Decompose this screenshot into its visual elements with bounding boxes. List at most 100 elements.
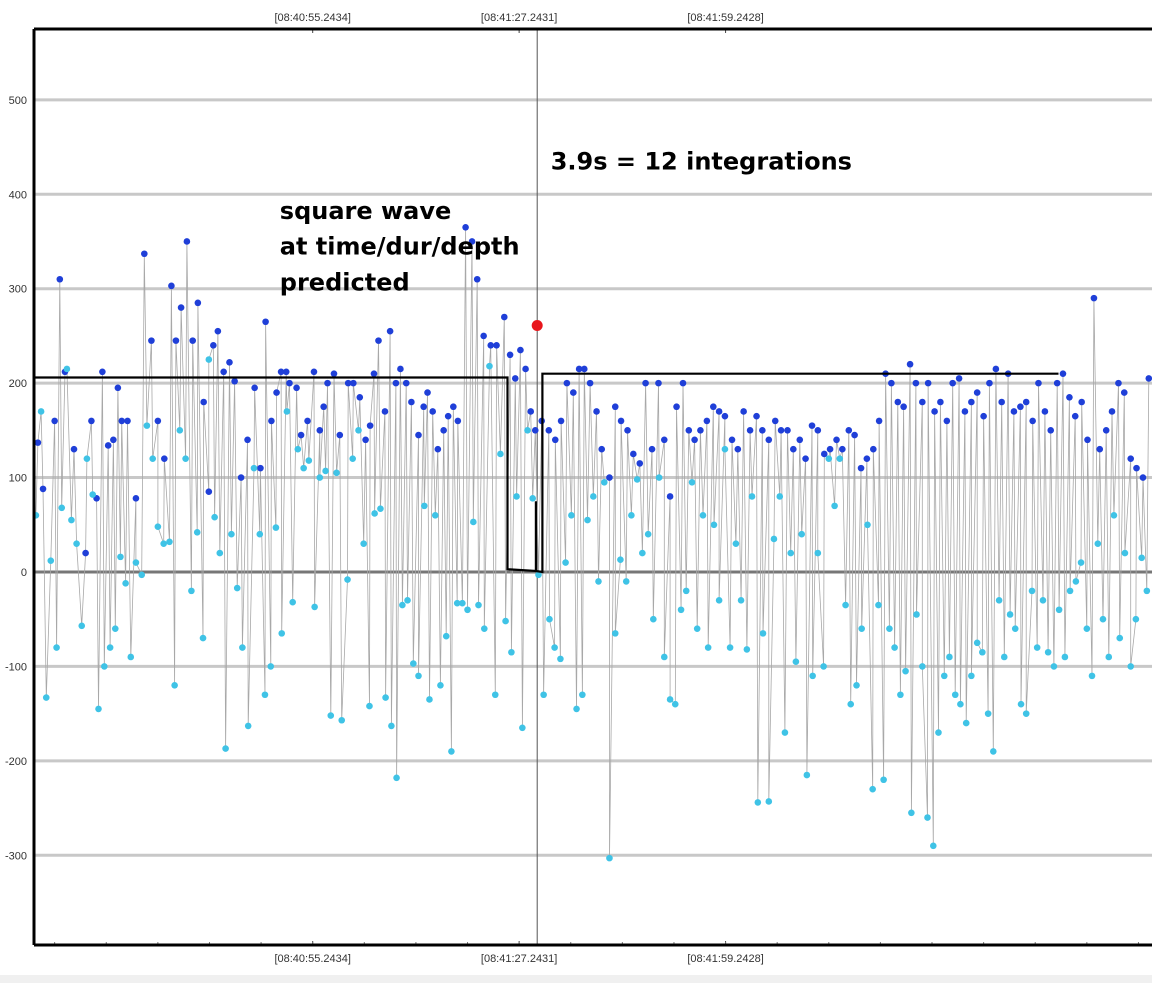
- data-point-dark: [444, 412, 452, 420]
- data-point-dark: [286, 379, 293, 387]
- data-point-dark: [1041, 408, 1049, 415]
- data-point-light: [743, 646, 751, 653]
- data-point-light: [415, 672, 422, 680]
- data-point-light: [311, 603, 318, 611]
- data-connector-lines: [35, 227, 1150, 859]
- data-point-light: [502, 617, 509, 625]
- x-tick-label-bottom: [08:41:59.2428]: [687, 953, 763, 965]
- data-point-light: [721, 445, 729, 453]
- data-point-light: [513, 493, 520, 500]
- data-point-light: [551, 644, 558, 651]
- data-point-light: [1083, 625, 1091, 632]
- data-point-light: [853, 682, 860, 689]
- data-point-light: [1006, 611, 1014, 618]
- data-point-dark: [56, 275, 64, 283]
- data-point-light: [448, 748, 455, 755]
- data-point-light: [809, 672, 816, 680]
- data-point-dark: [973, 389, 981, 396]
- data-point-light: [557, 655, 564, 663]
- data-point-dark: [906, 360, 914, 368]
- data-point-light: [327, 712, 335, 719]
- data-point-light: [682, 587, 690, 595]
- data-point-light: [470, 518, 477, 526]
- data-point-light: [42, 694, 50, 701]
- data-point-dark: [356, 393, 364, 401]
- data-point-dark: [506, 351, 514, 359]
- data-point-dark: [551, 436, 559, 444]
- data-point-dark: [517, 346, 524, 354]
- data-point-light: [781, 729, 789, 736]
- data-point-dark: [759, 427, 766, 434]
- data-point-light: [211, 513, 218, 521]
- data-point-light: [127, 653, 135, 661]
- data-point-light: [333, 469, 340, 477]
- data-point-dark: [808, 422, 816, 429]
- data-point-light: [382, 694, 389, 701]
- data-point-light: [984, 710, 992, 717]
- data-point-light: [1044, 648, 1052, 656]
- data-point-dark: [1071, 412, 1079, 420]
- data-point-dark: [124, 417, 131, 425]
- data-point-dark: [531, 427, 539, 434]
- data-point-light: [37, 408, 45, 415]
- x-tick-label-top: [08:40:55.2434]: [274, 12, 350, 24]
- data-point-dark: [900, 403, 907, 411]
- data-point-light: [787, 549, 795, 557]
- data-point-light: [1017, 700, 1025, 708]
- y-tick-label: 500: [9, 95, 27, 107]
- data-point-dark: [857, 464, 865, 472]
- data-point-dark: [273, 389, 280, 396]
- data-point-dark: [362, 436, 369, 444]
- data-point-dark: [330, 370, 338, 377]
- data-point-dark: [598, 445, 606, 453]
- data-point-light: [437, 682, 444, 689]
- data-point-light: [228, 530, 235, 538]
- data-point-light: [388, 722, 395, 730]
- data-point-light: [946, 653, 953, 661]
- data-point-light: [704, 644, 712, 651]
- data-point-dark: [1108, 408, 1116, 415]
- data-point-dark: [673, 403, 680, 411]
- data-point-light: [968, 672, 975, 680]
- data-point-light: [1132, 615, 1140, 623]
- data-point-light: [399, 601, 406, 609]
- data-point-dark: [998, 398, 1005, 406]
- data-point-light: [595, 578, 602, 585]
- data-point-light: [924, 814, 931, 821]
- data-point-dark: [168, 282, 175, 290]
- data-point-dark: [1078, 398, 1085, 406]
- data-point-dark: [845, 427, 853, 434]
- data-point-light: [935, 729, 942, 736]
- data-point-light: [1050, 663, 1058, 670]
- data-point-dark: [980, 412, 987, 420]
- data-point-dark: [440, 427, 447, 434]
- data-point-dark: [949, 379, 956, 387]
- data-point-light: [256, 530, 264, 538]
- data-point-light: [338, 716, 346, 724]
- data-point-dark: [1010, 408, 1018, 415]
- data-point-light: [1110, 512, 1118, 519]
- data-point-light: [995, 597, 1003, 604]
- data-point-light: [491, 691, 499, 699]
- data-point-light: [748, 493, 756, 500]
- data-point-dark: [986, 379, 993, 387]
- data-point-dark: [968, 398, 975, 406]
- data-point-light: [864, 521, 871, 529]
- data-point-light: [776, 493, 784, 500]
- data-point-light: [1033, 644, 1041, 651]
- data-point-light: [149, 455, 157, 462]
- data-point-light: [377, 505, 384, 513]
- data-point-dark: [586, 379, 594, 387]
- data-point-light: [272, 524, 280, 531]
- data-point-light: [322, 467, 329, 475]
- data-point-light: [344, 576, 351, 583]
- data-point-light: [464, 606, 471, 614]
- data-point-dark: [919, 398, 926, 406]
- data-point-light: [913, 611, 920, 618]
- x-tick-label-top: [08:41:59.2428]: [687, 12, 763, 24]
- data-point-dark: [790, 445, 797, 453]
- data-point-dark: [814, 427, 822, 434]
- data-point-dark: [277, 368, 285, 376]
- data-point-dark: [826, 445, 834, 453]
- x-tick-label-bottom: [08:41:27.2431]: [481, 953, 557, 965]
